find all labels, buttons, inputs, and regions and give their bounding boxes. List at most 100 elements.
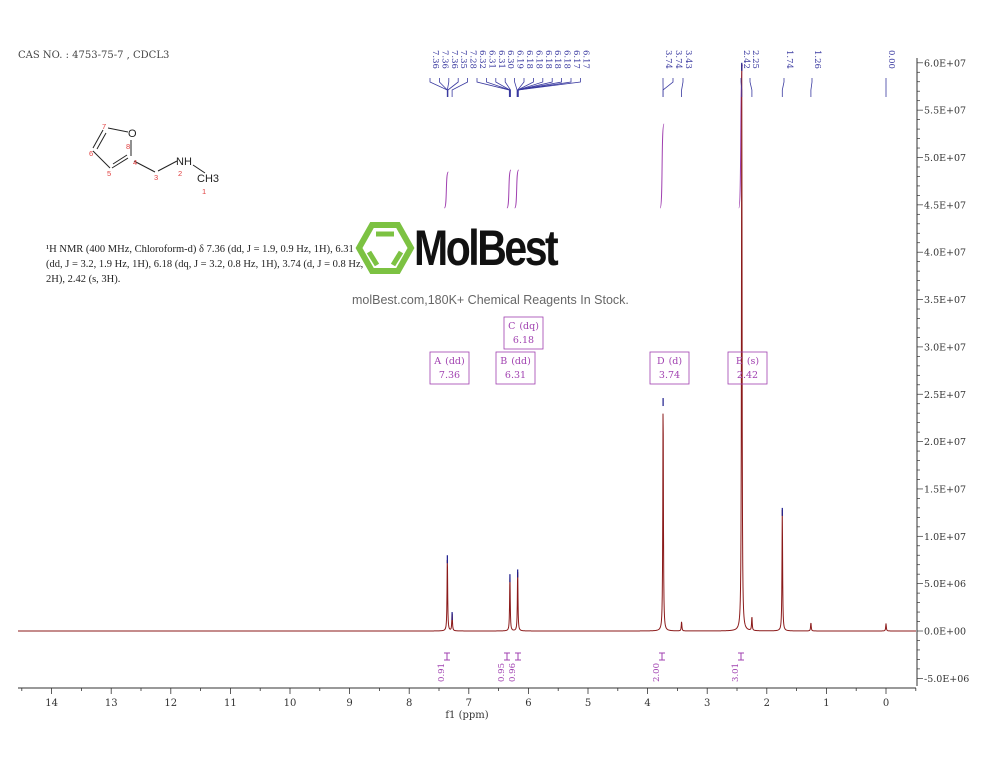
y-tick-label: 1.5E+07 bbox=[924, 484, 966, 495]
nmr-description: ¹H NMR (400 MHz, Chloroform-d) δ 7.36 (d… bbox=[46, 244, 364, 285]
y-tick-label: 4.5E+07 bbox=[924, 200, 966, 211]
integral-curves bbox=[443, 64, 744, 209]
multiplet-A: A (dd) 7.36 bbox=[429, 351, 470, 385]
multiplet-shift: 6.31 bbox=[505, 370, 526, 381]
peak-label-leader bbox=[514, 78, 518, 97]
atom-number: 6 bbox=[89, 149, 93, 158]
multiplet-shift: 2.42 bbox=[737, 370, 758, 381]
peak-label: 1.26 bbox=[812, 50, 822, 69]
multiplet-shift: 3.74 bbox=[659, 370, 680, 381]
peak-label: 7.35 bbox=[458, 50, 468, 69]
peak-label: 1.74 bbox=[784, 50, 794, 69]
x-tick-label: 1 bbox=[823, 698, 829, 709]
x-tick-label: 3 bbox=[704, 698, 710, 709]
spectrum-trace bbox=[18, 64, 916, 632]
x-tick-label: 2 bbox=[764, 698, 770, 709]
cas-number: CAS NO. : 4753-75-7 , CDCL3 bbox=[18, 50, 170, 61]
x-tick-label: 13 bbox=[105, 698, 118, 709]
peak-label: 3.74 bbox=[663, 50, 673, 69]
peak-label: 3.74 bbox=[673, 50, 683, 69]
peak-label: 0.00 bbox=[886, 50, 896, 69]
peak-label-leader bbox=[662, 78, 674, 97]
peak-label: 6.30 bbox=[505, 50, 515, 69]
peak-label: 7.36 bbox=[430, 50, 440, 69]
peak-label: 7.28 bbox=[468, 50, 478, 69]
peak-label: 6.19 bbox=[515, 50, 525, 69]
integral-value: 0.95 bbox=[497, 663, 507, 682]
y-axis: 6.0E+07 5.5E+07 5.0E+07 4.5E+07 4.0E+07 3.5E+… bbox=[916, 58, 969, 686]
integral-bracket bbox=[659, 652, 665, 661]
y-tick-label: 6.0E+07 bbox=[924, 58, 966, 69]
y-tick-label: 3.0E+07 bbox=[924, 342, 966, 353]
atom-number: 5 bbox=[107, 169, 111, 178]
x-tick-label: 10 bbox=[284, 698, 297, 709]
peak-label-leader bbox=[504, 78, 511, 97]
peak-label-leader bbox=[447, 78, 459, 97]
peak-label: 6.17 bbox=[571, 50, 581, 69]
peak-label: 6.18 bbox=[524, 50, 534, 69]
peak-label-leader bbox=[517, 78, 562, 97]
y-tick-label: 0.0E+00 bbox=[924, 627, 966, 638]
y-tick-label: 5.5E+07 bbox=[924, 106, 966, 117]
integral-labels: 0.91 0.95 0.96 2.00 3.01 bbox=[437, 652, 744, 682]
multiplet-D: D (d) 3.74 bbox=[649, 351, 690, 385]
peak-label: 6.18 bbox=[562, 50, 572, 69]
peak-label: 6.18 bbox=[533, 50, 543, 69]
peak-label: 6.18 bbox=[552, 50, 562, 69]
peak-label: 6.31 bbox=[486, 50, 496, 69]
integral-curve bbox=[514, 169, 520, 209]
multiplet-shift: 7.36 bbox=[439, 370, 460, 381]
x-tick-label: 12 bbox=[164, 698, 177, 709]
peak-label-leader bbox=[810, 78, 813, 97]
x-tick-label: 5 bbox=[585, 698, 591, 709]
spectrum-line bbox=[18, 62, 916, 632]
watermark-subtitle: molBest.com,180K+ Chemical Reagents In S… bbox=[352, 293, 629, 307]
peak-label: 7.36 bbox=[439, 50, 449, 69]
peak-label: 3.43 bbox=[683, 50, 693, 69]
molecule-structure bbox=[92, 127, 206, 174]
multiplet-label: E (s) bbox=[736, 356, 759, 367]
multiplet-shift: 6.18 bbox=[513, 335, 534, 346]
x-tick-label: 9 bbox=[346, 698, 352, 709]
peak-label: 7.36 bbox=[449, 50, 459, 69]
y-tick-label: -5.0E+06 bbox=[924, 674, 969, 685]
integral-value: 3.01 bbox=[731, 663, 741, 682]
multiplet-label: D (d) bbox=[657, 356, 682, 367]
atom-number: 7 bbox=[102, 122, 106, 131]
multiplet-boxes: A (dd) 7.36 B (dd) 6.31 C (dq) 6.18 D (d) 3.74 E (s) 2… bbox=[429, 316, 768, 385]
x-axis: 14 13 12 11 10 9 8 7 6 5 4 3 2 1 0f1 (ppm) bbox=[18, 687, 917, 721]
y-tick-label: 5.0E+07 bbox=[924, 153, 966, 164]
x-tick-label: 7 bbox=[466, 698, 472, 709]
multiplet-E: E (s) 2.42 bbox=[727, 351, 768, 385]
integral-bracket bbox=[444, 652, 450, 661]
atom-number: 2 bbox=[178, 169, 182, 178]
integral-bracket bbox=[738, 652, 744, 661]
peak-label-leader bbox=[446, 78, 450, 97]
integral-value: 0.91 bbox=[437, 663, 447, 682]
integral-bracket bbox=[504, 652, 510, 661]
peak-label: 6.17 bbox=[580, 50, 590, 69]
multiplet-label: A (dd) bbox=[433, 356, 464, 367]
peak-label-leader bbox=[476, 78, 510, 97]
x-tick-label: 14 bbox=[45, 698, 58, 709]
peak-label-leader bbox=[740, 78, 743, 97]
peak-label: 2.25 bbox=[750, 50, 760, 69]
atom-label: O bbox=[128, 128, 137, 140]
peak-label-leader bbox=[781, 78, 785, 97]
peak-label-leader bbox=[439, 78, 448, 97]
integral-curve bbox=[443, 171, 449, 209]
peak-label-leader bbox=[495, 78, 511, 97]
multiplet-B: B (dd) 6.31 bbox=[495, 351, 536, 385]
x-tick-label: 11 bbox=[224, 698, 237, 709]
y-tick-label: 2.0E+07 bbox=[924, 437, 966, 448]
integral-curve bbox=[659, 123, 665, 209]
multiplet-C: C (dq) 6.18 bbox=[503, 316, 544, 350]
atom-number: 1 bbox=[202, 187, 206, 196]
peak-label: 6.32 bbox=[477, 50, 487, 69]
integral-value: 2.00 bbox=[652, 663, 662, 682]
atom-label: CH3 bbox=[197, 173, 219, 185]
peak-label-leader bbox=[681, 78, 684, 97]
peak-label-leader bbox=[517, 78, 581, 97]
y-tick-label: 2.5E+07 bbox=[924, 390, 966, 401]
